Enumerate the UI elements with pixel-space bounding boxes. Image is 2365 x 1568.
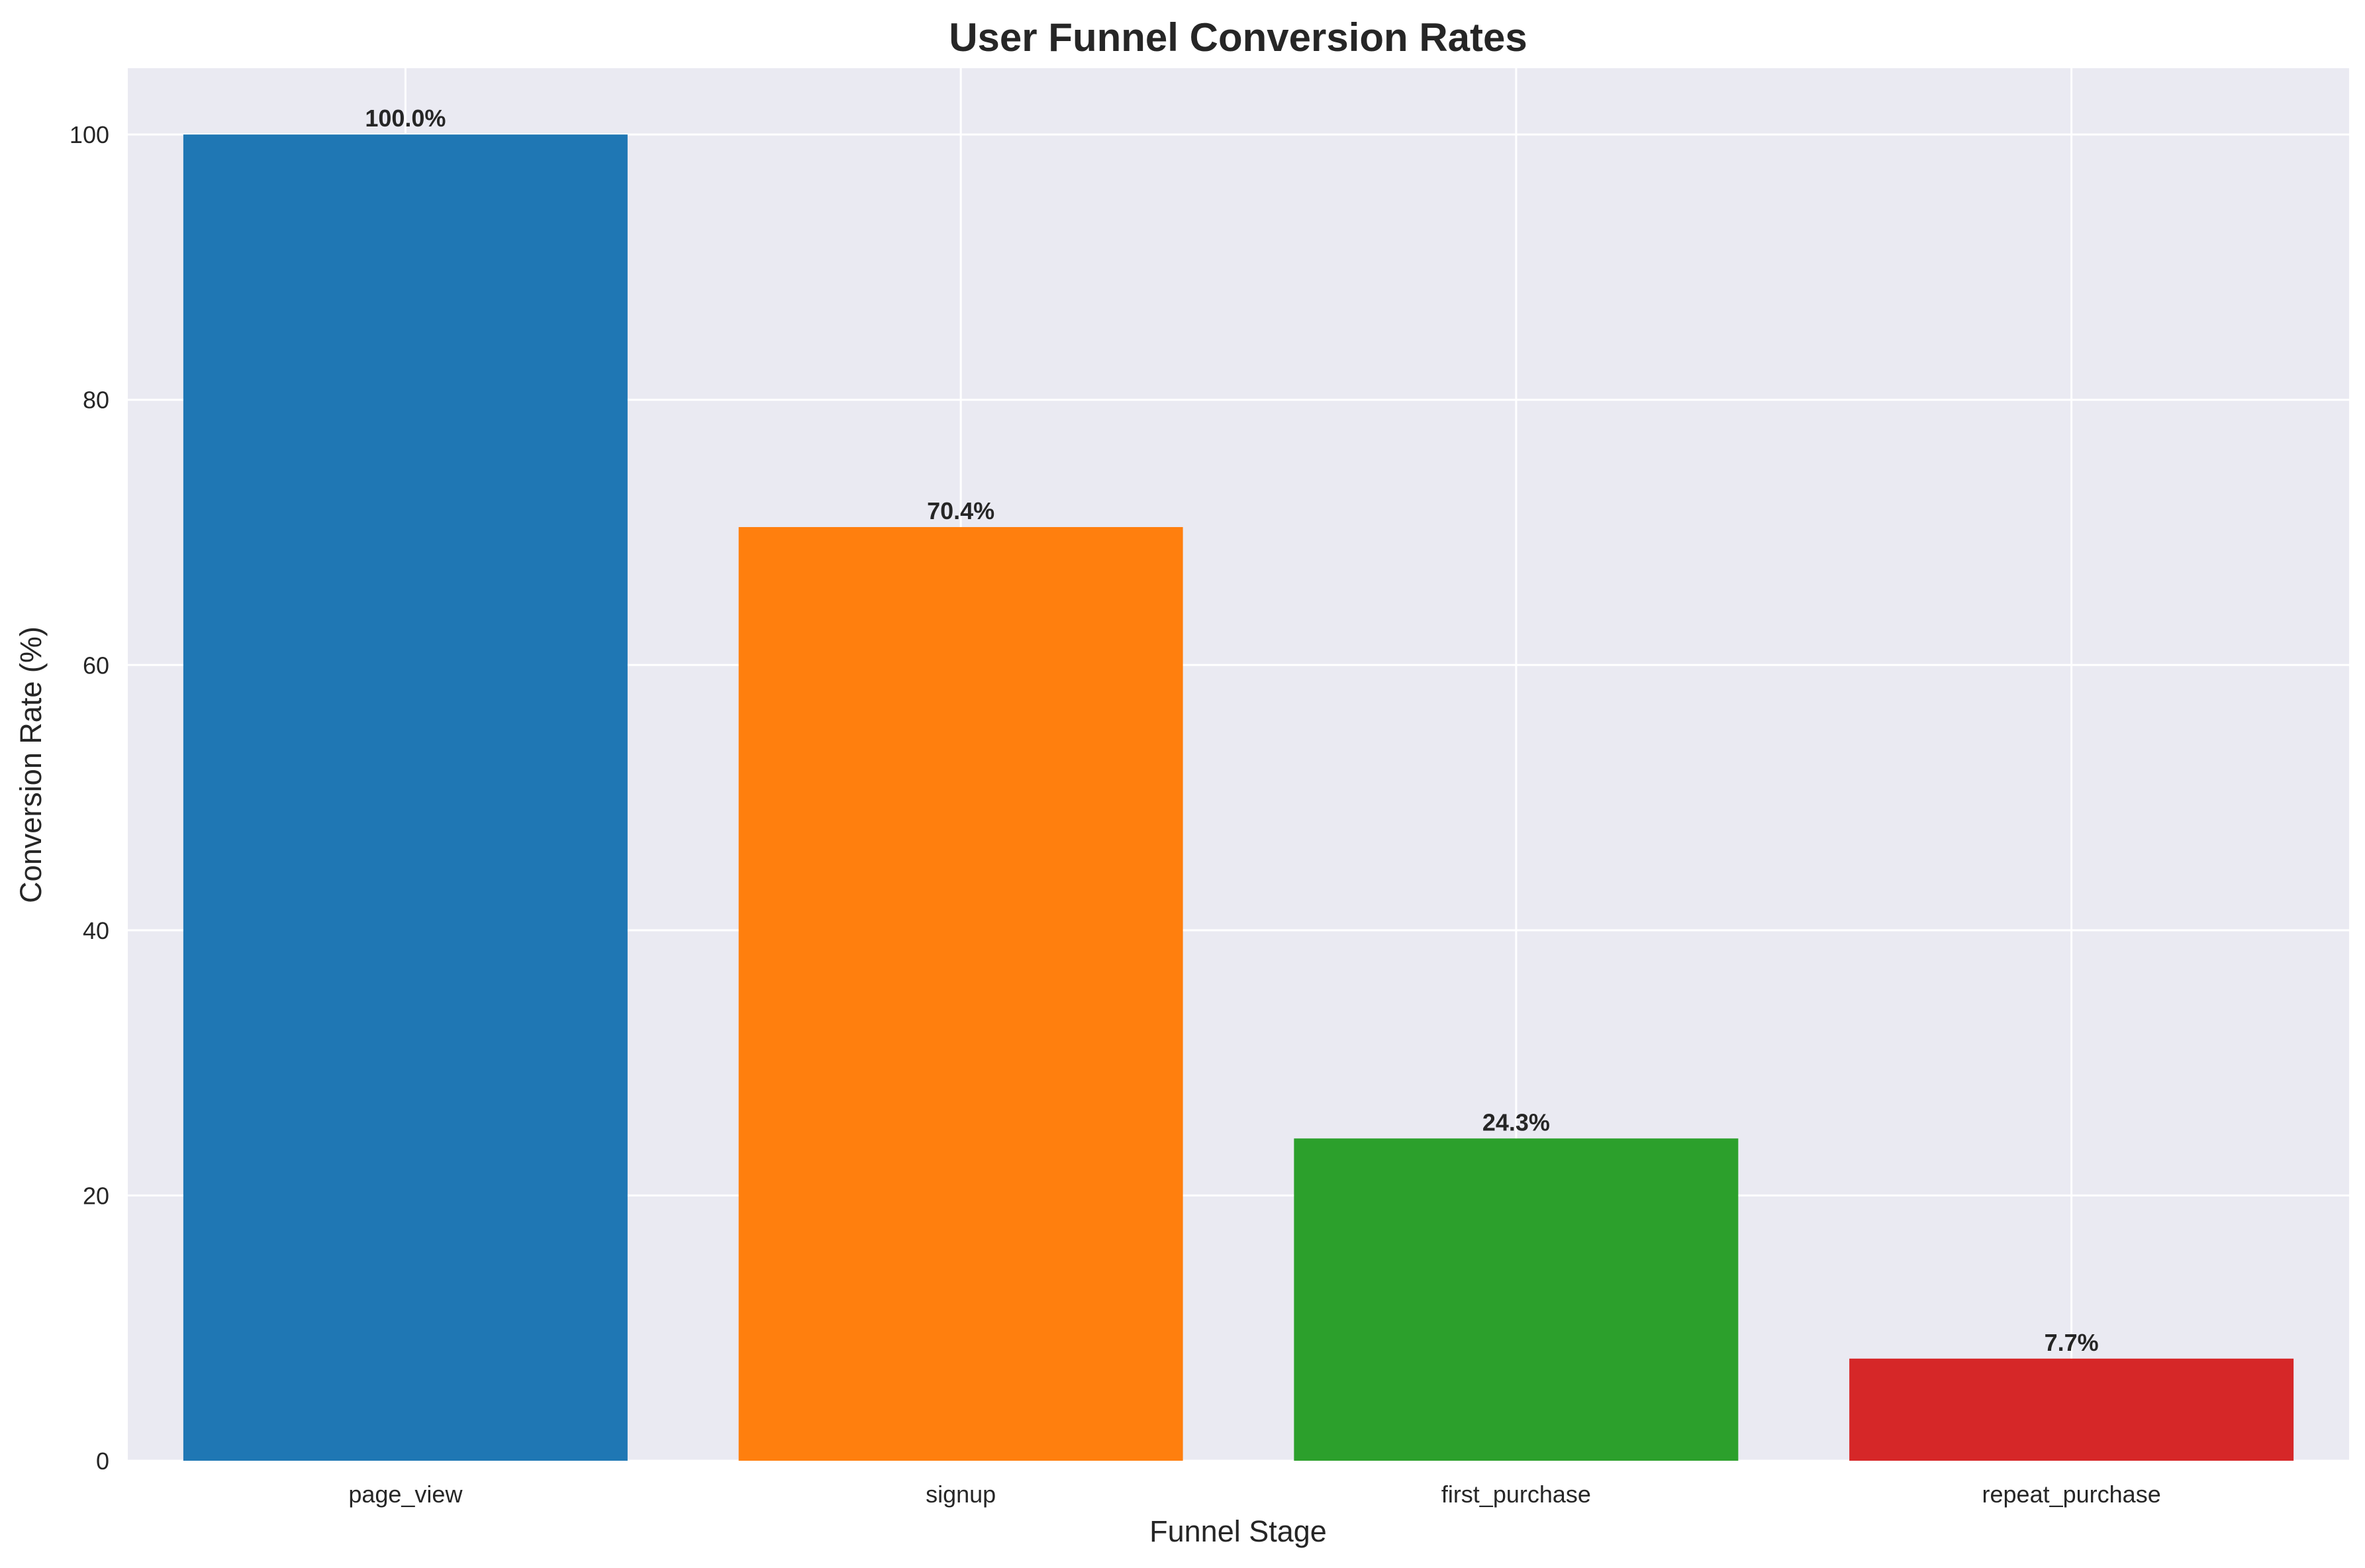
bar-first_purchase [1294, 1138, 1739, 1461]
x-tick-label: page_view [348, 1481, 463, 1508]
y-tick-label: 80 [83, 387, 109, 414]
bars [183, 134, 2294, 1461]
y-tick-label: 20 [83, 1182, 109, 1209]
x-axis-label: Funnel Stage [1149, 1514, 1327, 1548]
chart-title: User Funnel Conversion Rates [949, 15, 1527, 60]
y-tick-label: 60 [83, 652, 109, 679]
x-axis-ticks: page_view signup first_purchase repeat_purc… [348, 1481, 2160, 1508]
bar-signup [738, 526, 1183, 1461]
value-label-page_view: 100.0% [365, 105, 446, 132]
x-tick-label: repeat_purchase [1982, 1481, 2161, 1508]
value-label-first_purchase: 24.3% [1482, 1108, 1550, 1136]
y-axis-ticks: 0 20 40 60 80 100 [70, 121, 109, 1475]
x-tick-label: first_purchase [1441, 1481, 1591, 1508]
value-label-signup: 70.4% [927, 497, 994, 524]
y-tick-label: 0 [96, 1447, 109, 1475]
y-tick-label: 100 [70, 121, 109, 148]
bar-page_view [183, 134, 628, 1461]
y-axis-label: Conversion Rate (%) [14, 626, 48, 903]
bar-repeat_purchase [1849, 1358, 2294, 1461]
x-tick-label: signup [926, 1481, 996, 1508]
value-label-repeat_purchase: 7.7% [2045, 1329, 2099, 1356]
value-labels: 100.0% 70.4% 24.3% 7.7% [365, 105, 2098, 1356]
y-tick-label: 40 [83, 917, 109, 944]
